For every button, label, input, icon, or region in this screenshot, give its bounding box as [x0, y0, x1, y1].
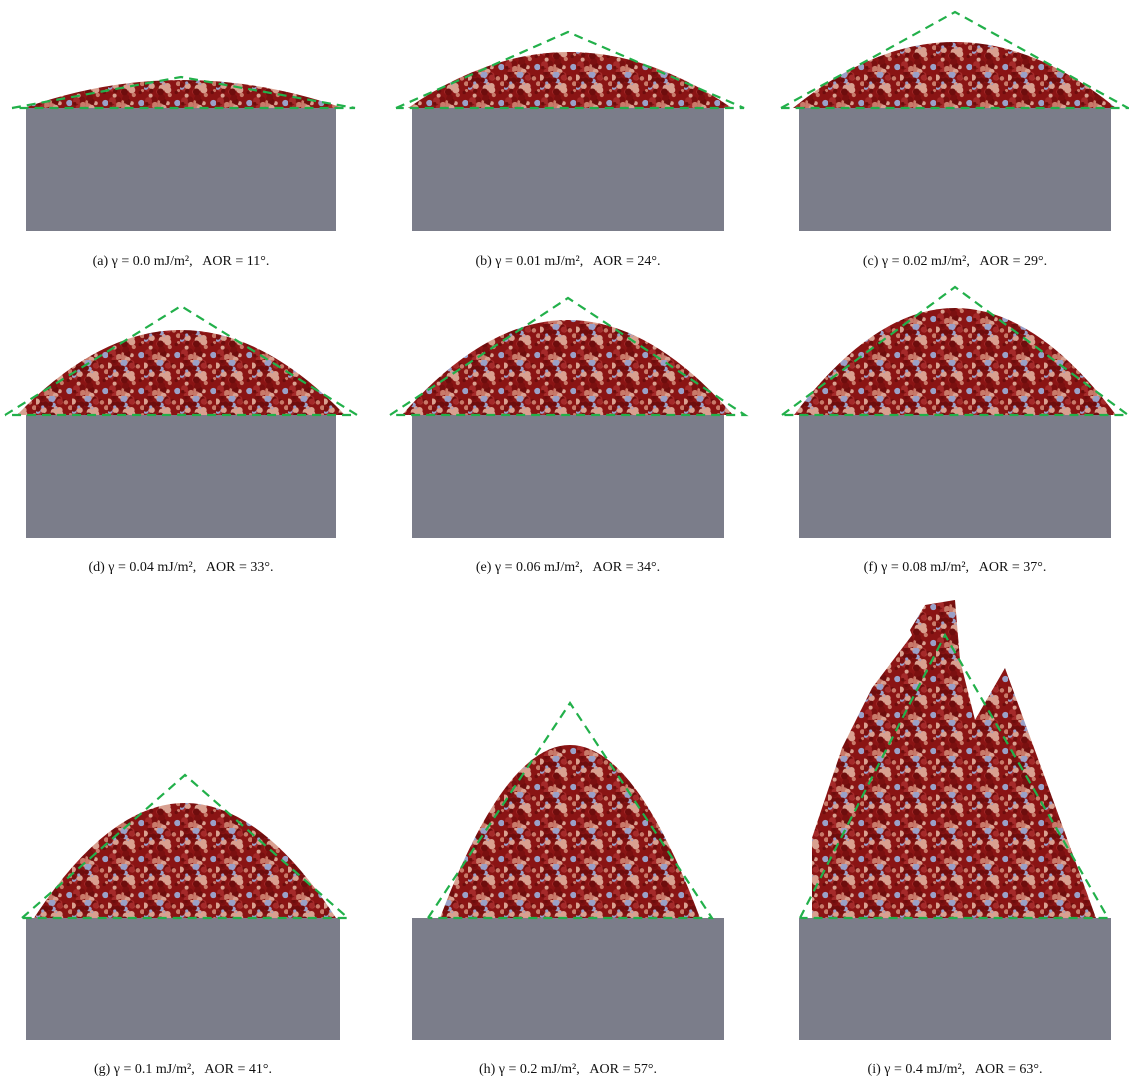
angle-guide [389, 296, 749, 417]
caption: (c) γ = 0.02 mJ/m², AOR = 29°. [863, 254, 1047, 269]
substrate [412, 108, 724, 231]
substrate [412, 918, 724, 1040]
panel: (b) γ = 0.01 mJ/m², AOR = 24°. [395, 30, 745, 269]
panel: (i) γ = 0.4 mJ/m², AOR = 63°. [799, 600, 1111, 1077]
substrate [412, 415, 724, 538]
angle-guide [781, 285, 1129, 417]
substrate [26, 415, 336, 538]
substrate [799, 415, 1111, 538]
particle-pile [794, 308, 1116, 415]
substrate [26, 108, 336, 231]
caption: (a) γ = 0.0 mJ/m², AOR = 11°. [93, 254, 270, 269]
particle-pile [793, 42, 1116, 108]
particle-pile [34, 803, 336, 918]
caption: (g) γ = 0.1 mJ/m², AOR = 41°. [94, 1062, 272, 1077]
angle-guide [395, 30, 745, 110]
particle-pile [402, 320, 733, 415]
panel: (d) γ = 0.04 mJ/m², AOR = 33°. [4, 304, 361, 575]
caption: (d) γ = 0.04 mJ/m², AOR = 33°. [88, 560, 273, 575]
panel: (g) γ = 0.1 mJ/m², AOR = 41°. [21, 773, 351, 1077]
caption: (e) γ = 0.06 mJ/m², AOR = 34°. [476, 560, 660, 575]
particle-pile [440, 745, 700, 918]
panel: (e) γ = 0.06 mJ/m², AOR = 34°. [389, 296, 749, 575]
angle-guide [21, 773, 351, 920]
angle-guide [11, 75, 356, 110]
caption: (b) γ = 0.01 mJ/m², AOR = 24°. [475, 254, 660, 269]
particle-pile [24, 80, 343, 108]
panel: (h) γ = 0.2 mJ/m², AOR = 57°. [412, 701, 724, 1077]
caption: (h) γ = 0.2 mJ/m², AOR = 57°. [479, 1062, 657, 1077]
panel: (a) γ = 0.0 mJ/m², AOR = 11°. [11, 75, 356, 269]
substrate [26, 918, 340, 1040]
particle-pile [17, 330, 345, 415]
caption: (f) γ = 0.08 mJ/m², AOR = 37°. [864, 560, 1047, 575]
particle-pile [812, 600, 1096, 918]
angle-guide [4, 304, 361, 417]
angle-guide [799, 632, 1110, 920]
particle-pile [408, 52, 732, 108]
caption: (i) γ = 0.4 mJ/m², AOR = 63°. [868, 1062, 1043, 1077]
substrate [799, 918, 1111, 1040]
angle-guide [427, 701, 715, 920]
angle-guide [780, 10, 1129, 110]
panel: (f) γ = 0.08 mJ/m², AOR = 37°. [781, 285, 1129, 575]
substrate [799, 108, 1111, 231]
panel: (c) γ = 0.02 mJ/m², AOR = 29°. [780, 10, 1129, 269]
